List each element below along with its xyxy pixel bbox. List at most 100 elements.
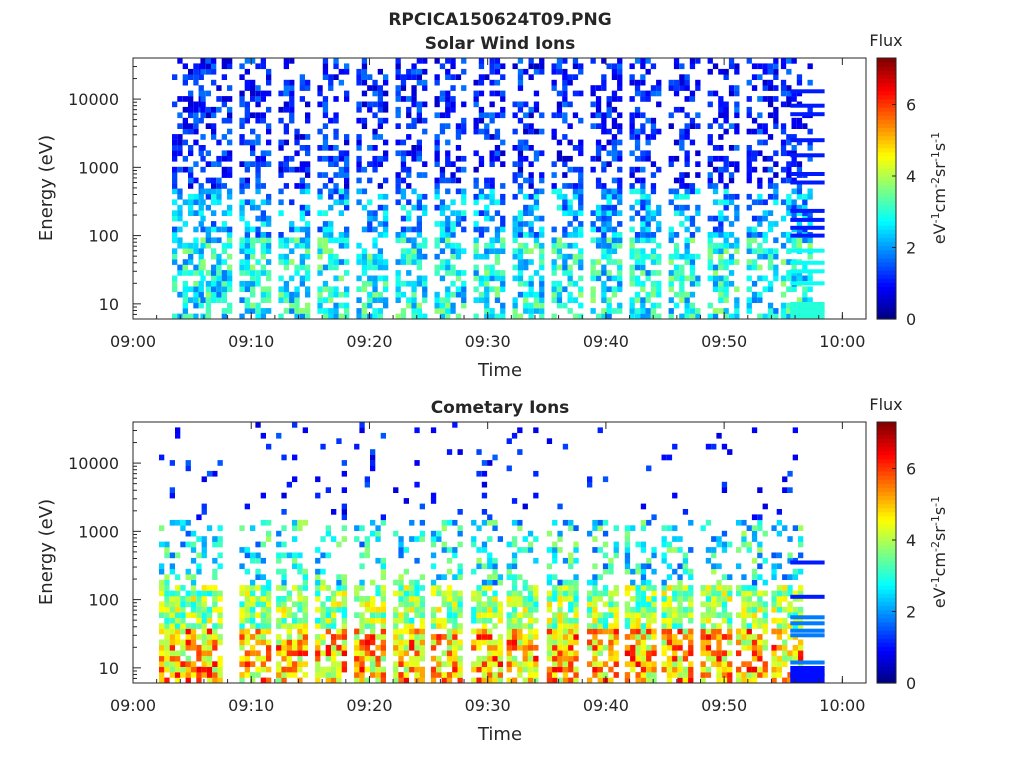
heatmap-cell [668,237,674,244]
heatmap-cell [494,270,501,276]
heatmap-cell [416,172,422,178]
heatmap-cell [711,443,717,450]
heatmap-cell [185,601,191,608]
heatmap-cell [617,155,623,162]
heatmap-cell [677,623,683,629]
heatmap-cell [776,661,782,667]
heatmap-cell [757,291,763,298]
heatmap-cell [403,498,409,504]
heatmap-cell [762,644,768,651]
heatmap-cell [611,291,618,298]
heatmap-cell [727,628,733,635]
heatmap-cell [630,634,636,640]
heatmap-cell [364,644,370,651]
heatmap-cell [791,90,797,97]
heatmap-cell [595,85,602,91]
heatmap-cell [650,215,657,222]
heatmap-cell [511,541,518,548]
heatmap-cell [489,286,495,293]
heatmap-cell [727,449,733,455]
heatmap-cell [595,155,602,162]
heatmap-cell [677,590,683,597]
heatmap-cell [239,134,245,140]
heatmap-cell [434,58,440,64]
heatmap-cell [182,155,188,162]
heatmap-cell [802,199,808,206]
heatmap-cell [452,666,458,673]
heatmap-cell [198,221,204,227]
heatmap-cell [266,221,272,227]
heatmap-cell [299,210,305,216]
heatmap-cell [533,237,540,244]
heatmap-cell [227,58,233,64]
heatmap-cell [705,634,712,640]
heatmap-cell [572,259,579,265]
heatmap-cell [205,237,211,244]
heatmap-cell [338,275,344,282]
heatmap-cell [751,623,758,629]
heatmap-cell [666,634,673,640]
heatmap-cell [668,155,674,162]
heatmap-cell [289,106,295,113]
heatmap-cell [666,672,673,678]
heatmap-cell [539,280,545,287]
heatmap-cell [798,525,804,531]
heatmap-cell [539,188,545,195]
heatmap-cell [276,650,282,657]
heatmap-cell [331,509,337,515]
heatmap-cell [338,68,344,75]
heatmap-cell [255,628,261,635]
heatmap-cell [302,596,308,602]
heatmap-cell [689,280,696,287]
heatmap-cell [595,237,602,244]
heatmap-cell [180,612,186,618]
heatmap-cell [656,286,662,293]
heatmap-cell [677,666,683,673]
heatmap-cell [562,666,569,673]
heatmap-cell [239,63,245,70]
heatmap-cell [557,579,563,586]
heatmap-cell [333,188,339,195]
heatmap-cell [562,672,569,678]
heatmap-cell [746,248,752,254]
heatmap-cell [684,188,690,195]
heatmap-cell [299,280,305,287]
heatmap-cell [767,210,774,216]
heatmap-cell [512,264,518,271]
heatmap-cell [552,519,558,526]
heatmap-cell [617,58,623,64]
colorbar-segment [877,519,896,525]
heatmap-cell [305,275,311,282]
heatmap-cell [328,286,334,293]
heatmap-cell [661,617,667,624]
heatmap-cell [182,221,188,227]
heatmap-cell [736,677,742,684]
heatmap-cell [723,215,729,222]
heatmap-cell [552,541,558,548]
heatmap-cell [645,232,651,238]
heatmap-cell [457,596,463,602]
heatmap-cell [666,612,673,618]
heatmap-cell [751,297,758,303]
heatmap-cell [175,596,181,602]
heatmap-cell [325,628,331,635]
heatmap-cell [787,470,793,477]
heatmap-cell [684,85,690,91]
heatmap-cell [294,286,300,293]
heatmap-cell [452,655,458,662]
heatmap-cell [601,166,607,173]
heatmap-cell [629,215,635,222]
heatmap-cell [409,644,415,651]
heatmap-cell [684,302,690,309]
heatmap-cell [771,601,777,608]
heatmap-cell [216,139,222,146]
heatmap-cell [436,661,442,667]
heatmap-cell [677,644,683,651]
heatmap-cell [590,123,596,129]
heatmap-cell [177,150,183,157]
heatmap-cell [356,259,362,265]
heatmap-cell [590,85,596,91]
heatmap-cell [595,210,602,216]
heatmap-cell [377,308,383,314]
heatmap-cell [728,85,735,91]
